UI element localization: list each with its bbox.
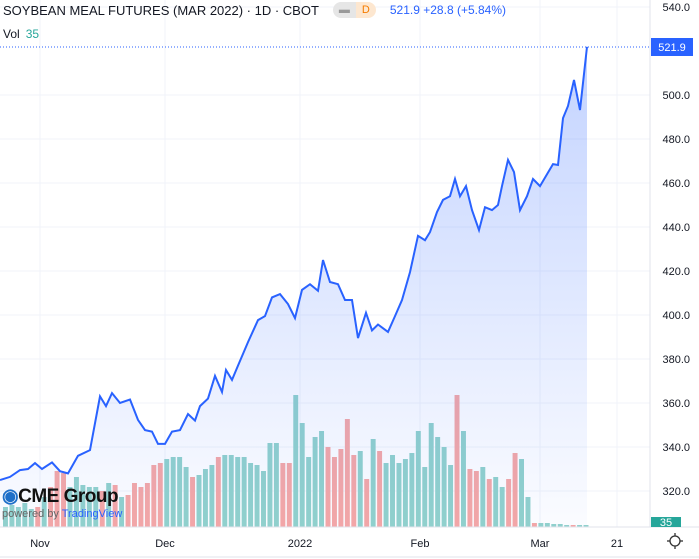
- last-price-badge-text: 521.9: [658, 42, 686, 54]
- volume-legend: Vol 35: [3, 27, 39, 41]
- price-area-fill: [0, 46, 587, 528]
- last-price: 521.9: [389, 3, 420, 17]
- y-tick-label: 320.0: [662, 486, 690, 498]
- y-tick-label: 380.0: [662, 354, 690, 366]
- y-tick-label: 360.0: [662, 398, 690, 410]
- x-tick-label: Feb: [411, 538, 430, 550]
- y-tick-label: 540.0: [662, 2, 690, 14]
- interval-pill[interactable]: ▬ D: [332, 2, 376, 18]
- volume-badge: [651, 517, 681, 527]
- chart-header: SOYBEAN MEAL FUTURES (MAR 2022) · 1D · C…: [3, 2, 506, 18]
- y-tick-label: 480.0: [662, 134, 690, 146]
- x-tick-label: 21: [611, 538, 623, 550]
- quote: 521.9 +28.8 (+5.84%): [390, 3, 506, 17]
- volume-label: Vol: [3, 27, 20, 41]
- x-tick-label: 2022: [288, 538, 312, 550]
- last-price-badge: [651, 38, 693, 56]
- volume-value: 35: [25, 27, 40, 41]
- price-change: +28.8: [423, 3, 454, 17]
- globe-icon: ◉: [2, 486, 19, 507]
- interval-badge: D: [355, 2, 376, 18]
- y-tick-label: 460.0: [662, 178, 690, 190]
- y-tick-label: 500.0: [662, 90, 690, 102]
- symbol-title: SOYBEAN MEAL FUTURES (MAR 2022) · 1D · C…: [3, 2, 319, 18]
- price-change-pct: (+5.84%): [456, 3, 506, 17]
- logo-text: CME Group: [18, 486, 119, 507]
- price-line: [0, 46, 588, 481]
- tradingview-link[interactable]: TradingView: [61, 508, 123, 520]
- cme-logo[interactable]: ◉CME Group powered by TradingView: [2, 485, 122, 520]
- x-tick-label: Dec: [155, 538, 175, 550]
- y-tick-label: 340.0: [662, 442, 690, 454]
- x-tick-label: Nov: [30, 538, 50, 550]
- y-tick-label: 400.0: [662, 310, 690, 322]
- x-tick-label: Mar: [531, 538, 550, 550]
- y-tick-label: 420.0: [662, 266, 690, 278]
- powered-by-text: powered by: [2, 508, 59, 520]
- settings-gear-icon[interactable]: [667, 533, 683, 549]
- y-tick-label: 440.0: [662, 222, 690, 234]
- volume-badge-text: 35: [660, 517, 672, 529]
